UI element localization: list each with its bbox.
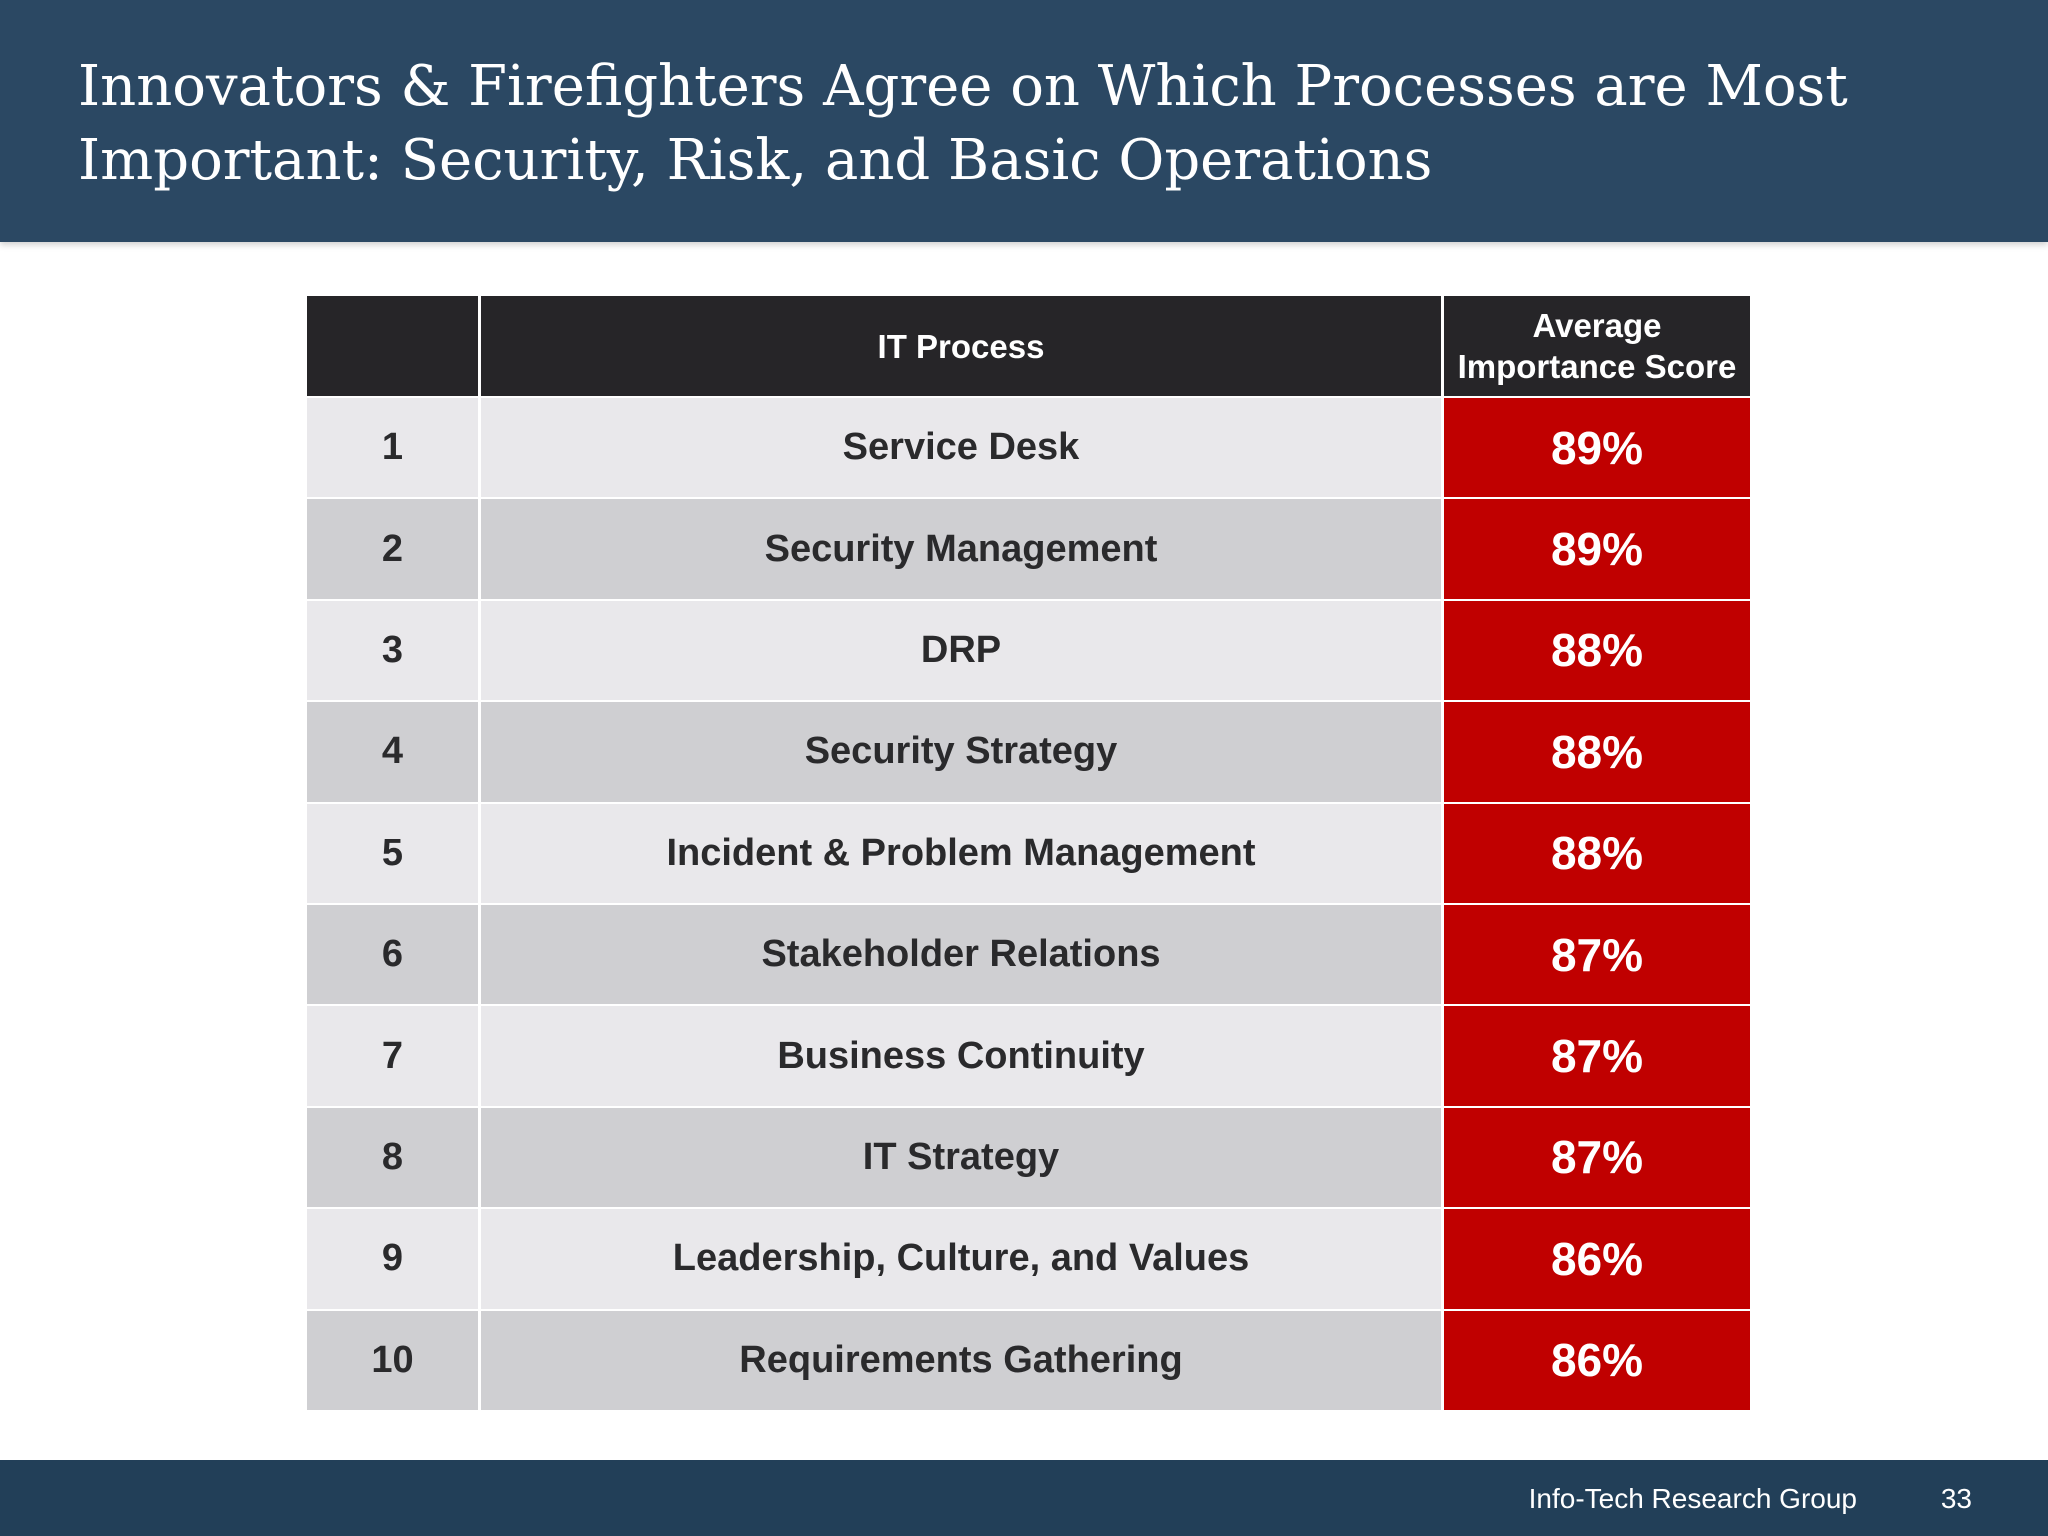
table-header-row: IT Process Average Importance Score (307, 296, 1753, 396)
rank-cell: 8 (307, 1107, 478, 1208)
process-cell: Incident & Problem Management (478, 803, 1441, 903)
score-cell: 89% (1441, 499, 1750, 599)
score-cell: 87% (1441, 904, 1750, 1005)
score-cell: 87% (1441, 1006, 1750, 1106)
table-row: 6 Stakeholder Relations 87% (307, 902, 1753, 1005)
rank-cell: 6 (307, 904, 478, 1005)
process-cell: DRP (478, 600, 1441, 701)
process-cell: Security Strategy (478, 702, 1441, 802)
footer-organization: Info-Tech Research Group (1528, 1483, 1857, 1514)
process-cell: Requirements Gathering (478, 1310, 1441, 1410)
rank-cell: 2 (307, 499, 478, 599)
score-cell: 88% (1441, 803, 1750, 903)
score-cell: 89% (1441, 398, 1750, 498)
page-number: 33 (1940, 1483, 1972, 1514)
score-cell: 88% (1441, 600, 1750, 701)
process-cell: Leadership, Culture, and Values (478, 1209, 1441, 1309)
header-average-importance-score: Average Importance Score (1441, 296, 1750, 396)
rank-cell: 10 (307, 1310, 478, 1410)
table-row: 7 Business Continuity 87% (307, 1004, 1753, 1106)
rank-cell: 4 (307, 702, 478, 802)
table-row: 1 Service Desk 89% (307, 396, 1753, 498)
score-cell: 86% (1441, 1310, 1750, 1410)
process-importance-table: IT Process Average Importance Score 1 Se… (307, 296, 1753, 1410)
header-rank (307, 296, 478, 396)
rank-cell: 3 (307, 600, 478, 701)
process-cell: IT Strategy (478, 1107, 1441, 1208)
process-cell: Business Continuity (478, 1006, 1441, 1106)
footer-bar: Info-Tech Research Group 33 (0, 1460, 2048, 1536)
score-cell: 87% (1441, 1107, 1750, 1208)
table-row: 2 Security Management 89% (307, 497, 1753, 599)
rank-cell: 9 (307, 1209, 478, 1309)
table-row: 4 Security Strategy 88% (307, 700, 1753, 802)
table-row: 3 DRP 88% (307, 598, 1753, 701)
header-it-process: IT Process (478, 296, 1441, 396)
rank-cell: 1 (307, 398, 478, 498)
rank-cell: 7 (307, 1006, 478, 1106)
table-row: 9 Leadership, Culture, and Values 86% (307, 1207, 1753, 1309)
table-row: 8 IT Strategy 87% (307, 1105, 1753, 1208)
table-row: 10 Requirements Gathering 86% (307, 1308, 1753, 1410)
title-banner: Innovators & Firefighters Agree on Which… (0, 0, 2048, 242)
process-cell: Service Desk (478, 398, 1441, 498)
score-cell: 88% (1441, 702, 1750, 802)
rank-cell: 5 (307, 803, 478, 903)
table-row: 5 Incident & Problem Management 88% (307, 801, 1753, 903)
process-cell: Stakeholder Relations (478, 904, 1441, 1005)
process-cell: Security Management (478, 499, 1441, 599)
score-cell: 86% (1441, 1209, 1750, 1309)
slide-title: Innovators & Firefighters Agree on Which… (78, 54, 1848, 193)
